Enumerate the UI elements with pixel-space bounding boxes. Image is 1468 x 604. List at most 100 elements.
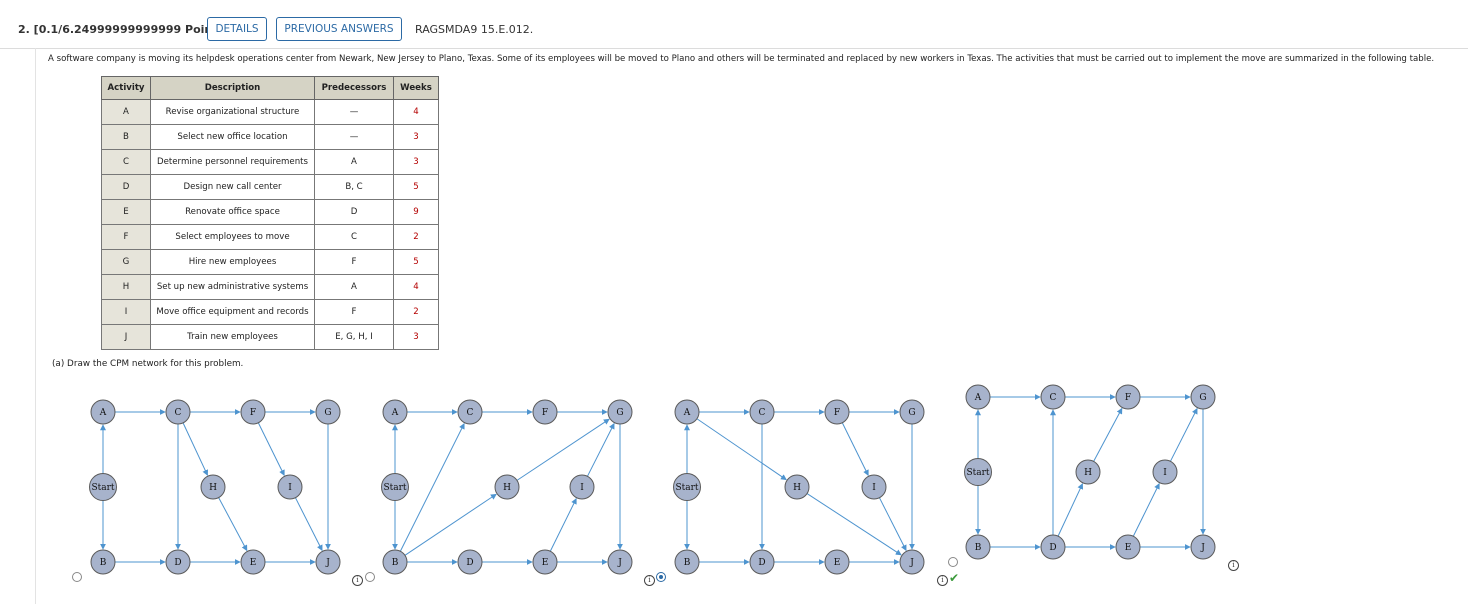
activity-cell: D — [101, 174, 151, 200]
table-row: E Renovate office space D 9 — [101, 199, 439, 225]
edge-d-h — [1057, 483, 1084, 537]
node-i: I — [277, 474, 303, 500]
edge-i-j — [294, 497, 323, 552]
table-row: A Revise organizational structure —4 — [101, 99, 439, 125]
node-e: E — [532, 549, 558, 575]
node-label: A — [974, 393, 982, 403]
description-cell: Move office equipment and records — [150, 299, 315, 325]
node-label: D — [1049, 543, 1056, 553]
description-cell: Select employees to move — [150, 224, 315, 250]
node-label: Start — [91, 483, 114, 493]
predecessors-cell: B, C — [314, 174, 394, 200]
activity-cell: H — [101, 274, 151, 300]
network-option-2: A C F G Start H I B D E J — [381, 399, 633, 575]
option-2-radio[interactable] — [365, 572, 375, 582]
info-icon[interactable]: i — [644, 575, 655, 586]
node-h: H — [494, 474, 520, 500]
node-b: B — [382, 549, 408, 575]
weeks-cell: 4 — [393, 99, 439, 125]
node-d: D — [457, 549, 483, 575]
node-label: F — [250, 408, 256, 418]
node-e: E — [240, 549, 266, 575]
node-label: Start — [966, 468, 989, 478]
edge-e-i — [1132, 482, 1160, 537]
question-number: 2. [0.1/6.24999999999999 Points] — [18, 23, 230, 36]
description-cell: Renovate office space — [150, 199, 315, 225]
node-label: C — [1050, 393, 1057, 403]
node-start: Start — [381, 473, 409, 501]
description-cell: Determine personnel requirements — [150, 149, 315, 175]
node-a: A — [382, 399, 408, 425]
table-row: G Hire new employees F 5 — [101, 249, 439, 275]
option-1-radio[interactable] — [72, 572, 82, 582]
node-label: J — [325, 558, 330, 568]
node-label: Start — [383, 483, 406, 493]
activity-cell: B — [101, 124, 151, 150]
problem-intro: A software company is moving its helpdes… — [48, 54, 1435, 64]
column-header-activity: Activity — [101, 76, 151, 100]
weeks-cell: 3 — [393, 124, 439, 150]
node-label: E — [250, 558, 257, 568]
activity-cell: C — [101, 149, 151, 175]
node-start: Start — [673, 473, 701, 501]
node-label: J — [617, 558, 622, 568]
node-label: H — [503, 483, 511, 493]
node-h: H — [784, 474, 810, 500]
node-label: I — [1163, 468, 1167, 478]
node-label: D — [758, 558, 765, 568]
info-icon[interactable]: i — [352, 575, 363, 586]
node-label: I — [288, 483, 292, 493]
node-e: E — [1115, 534, 1141, 560]
node-c: C — [1040, 384, 1066, 410]
node-f: F — [240, 399, 266, 425]
network-option-3: A C F G Start H I B D E J — [673, 399, 925, 575]
node-g: G — [899, 399, 925, 425]
node-b: B — [674, 549, 700, 575]
node-label: C — [759, 408, 766, 418]
part-a-prompt: (a) Draw the CPM network for this proble… — [52, 359, 244, 369]
option-3-radio[interactable] — [656, 572, 666, 582]
node-label: I — [580, 483, 584, 493]
table-row: C Determine personnel requirements A 3 — [101, 149, 439, 175]
node-c: C — [165, 399, 191, 425]
edge-i-g — [586, 422, 615, 477]
node-label: G — [616, 408, 623, 418]
edge-f-i — [841, 422, 869, 477]
node-label: A — [99, 408, 107, 418]
info-icon[interactable]: i — [937, 575, 948, 586]
predecessors-cell: D — [314, 199, 394, 225]
node-label: B — [975, 543, 982, 553]
info-icon[interactable]: i — [1228, 560, 1239, 571]
activity-cell: F — [101, 224, 151, 250]
node-label: E — [542, 558, 549, 568]
edge-h-f — [1093, 407, 1123, 462]
node-d: D — [1040, 534, 1066, 560]
node-i: I — [861, 474, 887, 500]
node-label: B — [684, 558, 691, 568]
option-4-radio[interactable] — [948, 557, 958, 567]
table-header-row: Activity Description Predecessors Weeks — [101, 76, 439, 100]
node-label: G — [908, 408, 915, 418]
node-f: F — [824, 399, 850, 425]
previous-answers-button[interactable]: PREVIOUS ANSWERS — [276, 17, 402, 41]
node-label: A — [391, 408, 399, 418]
node-j: J — [1190, 534, 1216, 560]
node-label: G — [324, 408, 331, 418]
activity-cell: E — [101, 199, 151, 225]
edge-f-i — [257, 422, 285, 477]
edge-i-j — [878, 497, 907, 552]
node-e: E — [824, 549, 850, 575]
node-j: J — [315, 549, 341, 575]
node-d: D — [749, 549, 775, 575]
predecessors-cell: C — [314, 224, 394, 250]
node-label: B — [100, 558, 107, 568]
edge-b-c — [399, 422, 465, 552]
node-label: H — [209, 483, 217, 493]
node-j: J — [899, 549, 925, 575]
details-button[interactable]: DETAILS — [207, 17, 267, 41]
table-row: F Select employees to move C 2 — [101, 224, 439, 250]
node-label: B — [392, 558, 399, 568]
node-b: B — [90, 549, 116, 575]
